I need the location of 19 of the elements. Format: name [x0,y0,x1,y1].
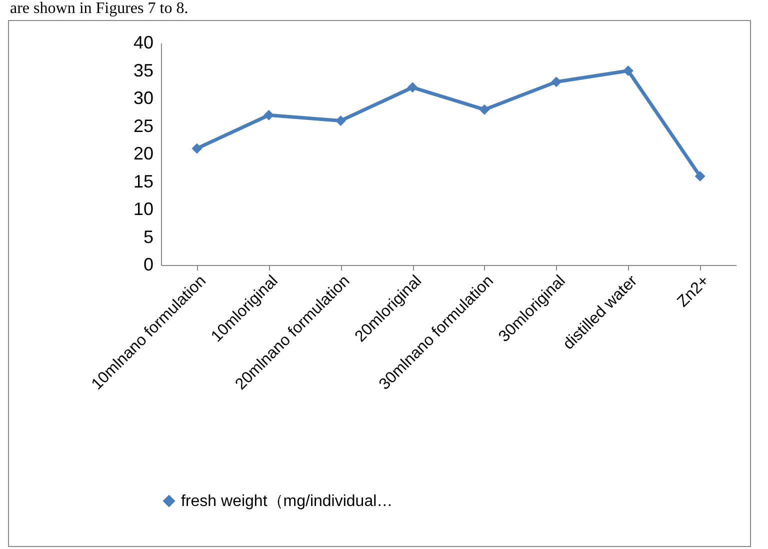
point [407,82,418,93]
y-tick-label: 15 [133,171,154,192]
y-tick-label: 35 [133,60,154,80]
y-tick-label: 25 [133,116,154,136]
point [264,110,274,120]
y-tick-label: 30 [133,88,154,108]
point [622,66,634,76]
y-tick-label: 40 [133,32,154,52]
y-tick-label: 10 [133,199,154,219]
point [694,170,706,182]
point [551,76,562,88]
point [479,104,490,115]
point [335,115,346,126]
legend-label: fresh weight（mg/individual… [181,493,393,510]
y-tick-label: 5 [143,226,154,247]
text: are shown in Figures 7 to 8. [10,0,188,18]
y-tick-label: 0 [143,254,154,274]
y-tick-label: 20 [133,144,154,164]
point [192,143,202,154]
